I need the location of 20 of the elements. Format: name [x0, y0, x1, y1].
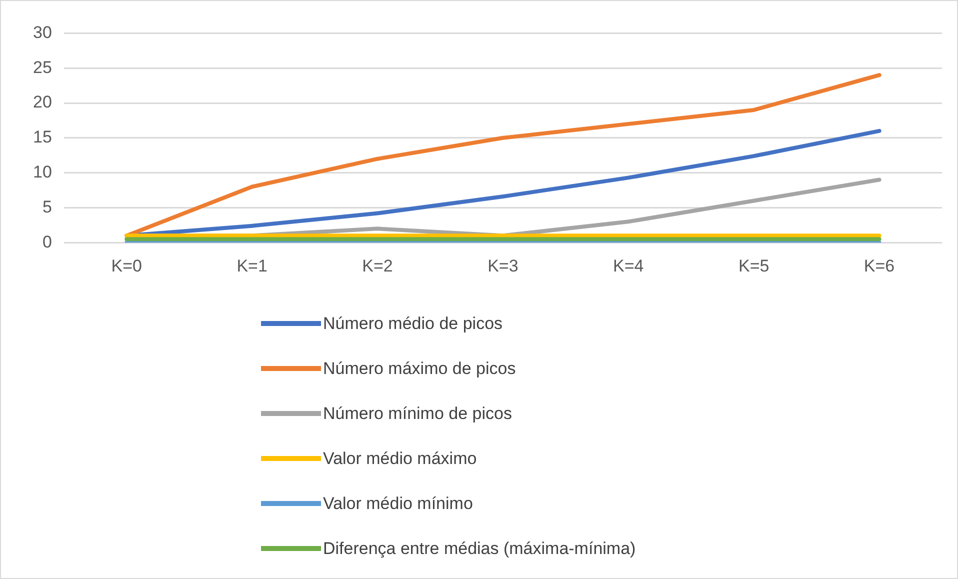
y-tick-label: 10 [32, 162, 52, 182]
legend-label: Número médio de picos [323, 314, 503, 334]
x-tick-label: K=0 [111, 256, 142, 276]
y-tick-label: 0 [42, 232, 52, 252]
x-tick-label: K=4 [613, 256, 644, 276]
x-tick-label: K=5 [738, 256, 770, 276]
legend-label: Número máximo de picos [323, 358, 516, 378]
x-tick-label: K=6 [864, 256, 895, 276]
y-tick-label: 20 [32, 92, 52, 112]
y-tick-label: 25 [32, 58, 52, 77]
x-tick-label: K=3 [488, 256, 518, 276]
y-tick-label: 5 [42, 197, 52, 216]
y-tick-label: 15 [32, 128, 52, 147]
x-tick-label: K=2 [362, 256, 393, 276]
x-tick-label: K=1 [236, 256, 268, 276]
legend-label: Valor médio mínimo [323, 494, 473, 514]
legend-label: Diferença entre médias (máxima-mínima) [323, 538, 636, 558]
legend-label: Número mínimo de picos [323, 404, 512, 424]
legend-label: Valor médio máximo [323, 448, 477, 468]
y-tick-label: 30 [32, 22, 52, 42]
